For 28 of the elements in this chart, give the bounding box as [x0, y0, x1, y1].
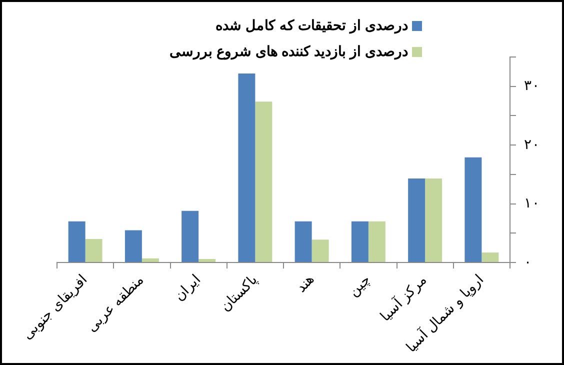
y-tick-label: ٢٠ — [524, 136, 540, 152]
bar — [351, 221, 368, 262]
bar — [85, 239, 102, 262]
x-tick-label: چین — [345, 271, 374, 300]
bar — [368, 221, 386, 262]
x-tick-label: ایران — [170, 271, 204, 304]
bar — [142, 258, 159, 262]
x-tick-label: افریقای جنوبی — [18, 271, 91, 344]
bar — [182, 210, 199, 262]
bar — [255, 102, 272, 262]
y-tick-label: ٠ — [524, 253, 532, 270]
bar — [198, 259, 216, 262]
legend-label: درصدی از بازدید کننده های شروع بررسی — [170, 43, 408, 59]
legend-label: درصدی از تحقیقات که کامل شده — [216, 17, 408, 33]
y-tick-label: ١٠ — [524, 194, 540, 211]
x-tick-label: مرکز آسیا — [376, 270, 431, 325]
bar — [425, 178, 442, 262]
bar — [408, 178, 426, 262]
bar — [238, 73, 256, 262]
bar — [68, 221, 86, 262]
bar — [464, 157, 482, 262]
bar — [482, 252, 499, 262]
x-tick-label: هند — [292, 271, 317, 296]
y-tick-label: ٣٠ — [524, 77, 540, 94]
bar — [294, 221, 312, 262]
bar — [312, 240, 329, 262]
bar — [124, 230, 142, 262]
x-tick-label: پاکستان — [216, 271, 261, 315]
